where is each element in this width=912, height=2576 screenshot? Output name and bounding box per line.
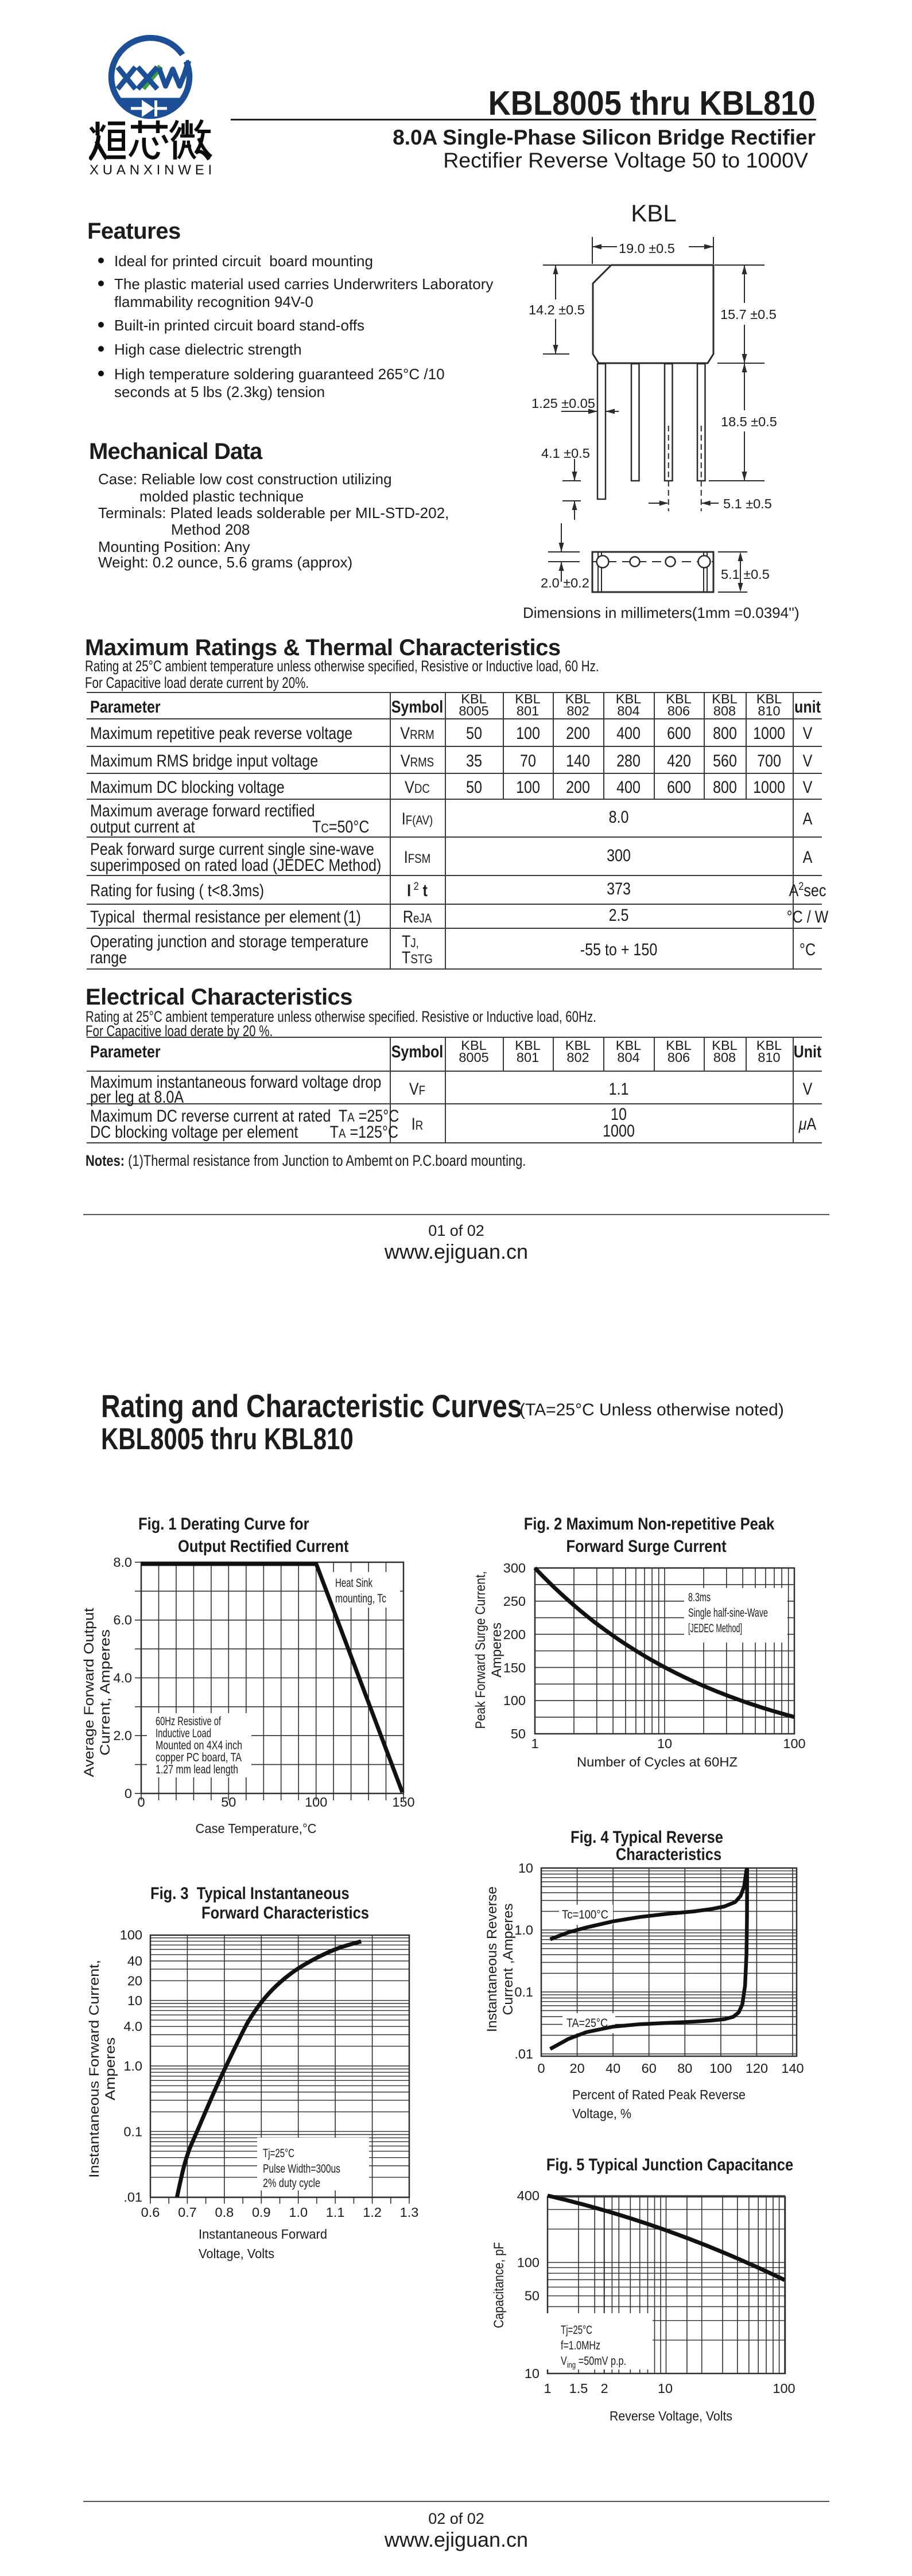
svg-text:Percent of Rated Peak Reverse: Percent of Rated Peak Reverse xyxy=(572,2087,746,2102)
svg-text:Tj=25°C: Tj=25°C xyxy=(561,2324,592,2337)
svg-text:150: 150 xyxy=(503,1660,526,1675)
svg-text:0.9: 0.9 xyxy=(252,2205,271,2220)
svg-text:1.27 mm lead length: 1.27 mm lead length xyxy=(156,1763,238,1776)
svg-text:20: 20 xyxy=(570,2061,585,2076)
svg-text:Tj=25°C: Tj=25°C xyxy=(263,2147,294,2160)
svg-text:1.2: 1.2 xyxy=(363,2205,382,2220)
svg-text:120: 120 xyxy=(746,2061,768,2076)
svg-text:Amperes: Amperes xyxy=(103,2037,118,2100)
svg-text:1.25 ±0.05: 1.25 ±0.05 xyxy=(531,396,595,411)
svg-text:100: 100 xyxy=(305,1795,327,1810)
svg-text:8.0: 8.0 xyxy=(113,1555,132,1570)
svg-text:100: 100 xyxy=(503,1693,526,1708)
svg-text:250: 250 xyxy=(503,1594,526,1609)
svg-text:50: 50 xyxy=(511,1726,526,1741)
svg-text:[JEDEC Method]: [JEDEC Method] xyxy=(688,1622,742,1635)
svg-text:Inductive Load: Inductive Load xyxy=(156,1727,211,1740)
svg-text:1.0: 1.0 xyxy=(514,1923,533,1937)
svg-text:Pulse Width=300us: Pulse Width=300us xyxy=(263,2162,340,2176)
svg-text:Heat Sink: Heat Sink xyxy=(335,1577,372,1590)
svg-text:Voltage, %: Voltage, % xyxy=(572,2106,631,2121)
svg-text:100: 100 xyxy=(709,2061,732,2076)
svg-text:1.5: 1.5 xyxy=(569,2381,588,2396)
svg-text:Capacitance, pF: Capacitance, pF xyxy=(491,2242,507,2328)
svg-text:8.3ms: 8.3ms xyxy=(688,1591,711,1604)
svg-text:TA=25°C: TA=25°C xyxy=(566,2017,608,2030)
svg-text:KBL: KBL xyxy=(631,200,676,227)
svg-text:100: 100 xyxy=(773,2381,795,2396)
svg-text:60: 60 xyxy=(642,2061,657,2076)
svg-text:4.1 ±0.5: 4.1 ±0.5 xyxy=(541,446,590,461)
svg-text:Case Temperature,°C: Case Temperature,°C xyxy=(196,1821,317,1836)
svg-text:0.7: 0.7 xyxy=(178,2205,197,2220)
svg-text:19.0 ±0.5: 19.0 ±0.5 xyxy=(619,241,675,256)
svg-text:10: 10 xyxy=(658,2381,673,2396)
svg-text:Instantaneous Forward: Instantaneous Forward xyxy=(199,2227,327,2242)
svg-text:f=1.0MHz: f=1.0MHz xyxy=(561,2339,600,2352)
svg-text:Current, Amperes: Current, Amperes xyxy=(98,1629,113,1756)
svg-text:6.0: 6.0 xyxy=(113,1613,132,1628)
svg-text:5.1 ±0.5: 5.1 ±0.5 xyxy=(723,496,772,511)
svg-text:18.5 ±0.5: 18.5 ±0.5 xyxy=(721,414,777,429)
svg-text:1: 1 xyxy=(544,2381,551,2396)
svg-text:40: 40 xyxy=(606,2061,620,2076)
svg-text:Current ,Amperes: Current ,Amperes xyxy=(500,1904,516,2015)
svg-text:60Hz Resistive of: 60Hz Resistive of xyxy=(156,1715,221,1728)
svg-text:Ving =50mV p.p.: Ving =50mV p.p. xyxy=(561,2355,626,2370)
svg-text:1.3: 1.3 xyxy=(400,2205,419,2220)
svg-text:.01: .01 xyxy=(123,2190,142,2205)
svg-text:40: 40 xyxy=(127,1954,142,1968)
svg-text:1.1: 1.1 xyxy=(326,2205,345,2220)
svg-text:10: 10 xyxy=(657,1736,672,1751)
svg-text:100: 100 xyxy=(517,2255,540,2270)
svg-text:Instantaneous Forward Current,: Instantaneous Forward Current, xyxy=(87,1960,102,2178)
svg-text:0: 0 xyxy=(125,1786,132,1801)
svg-text:20: 20 xyxy=(127,1973,142,1988)
svg-text:0.1: 0.1 xyxy=(123,2124,142,2139)
svg-text:140: 140 xyxy=(781,2061,804,2076)
svg-text:2: 2 xyxy=(600,2381,608,2396)
svg-text:Instantaneous Reverse: Instantaneous Reverse xyxy=(484,1886,500,2032)
svg-text:2% duty cycle: 2% duty cycle xyxy=(263,2177,320,2190)
svg-text:1: 1 xyxy=(531,1736,538,1751)
svg-text:50: 50 xyxy=(221,1795,236,1810)
svg-text:.01: .01 xyxy=(514,2046,533,2061)
svg-text:Peak Forward Surge Current,: Peak Forward Surge Current, xyxy=(473,1571,488,1729)
svg-text:10: 10 xyxy=(525,2366,540,2381)
svg-text:0.1: 0.1 xyxy=(514,1984,533,1999)
svg-text:5.1 ±0.5: 5.1 ±0.5 xyxy=(721,567,770,582)
svg-text:mounting, Tc: mounting, Tc xyxy=(335,1592,386,1605)
svg-text:Reverse Voltage, Volts: Reverse Voltage, Volts xyxy=(610,2408,732,2423)
svg-text:150: 150 xyxy=(392,1795,414,1810)
svg-text:0.8: 0.8 xyxy=(215,2205,234,2220)
svg-text:1.0: 1.0 xyxy=(123,2059,142,2073)
svg-text:100: 100 xyxy=(120,1928,142,1943)
svg-text:Average Forward Output: Average Forward Output xyxy=(82,1608,97,1777)
svg-text:15.7 ±0.5: 15.7 ±0.5 xyxy=(720,307,777,322)
svg-text:Number of Cycles at 60HZ: Number of Cycles at 60HZ xyxy=(577,1754,738,1769)
svg-text:100: 100 xyxy=(783,1736,805,1751)
svg-text:4.0: 4.0 xyxy=(123,2019,142,2034)
svg-text:200: 200 xyxy=(503,1627,526,1642)
svg-text:10: 10 xyxy=(518,1861,533,1875)
svg-text:300: 300 xyxy=(503,1561,526,1575)
svg-text:2.0 ±0.2: 2.0 ±0.2 xyxy=(541,575,589,590)
svg-text:Voltage, Volts: Voltage, Volts xyxy=(199,2246,274,2261)
svg-text:Single half-sine-Wave: Single half-sine-Wave xyxy=(688,1606,768,1620)
svg-text:0: 0 xyxy=(137,1795,145,1810)
svg-text:4.0: 4.0 xyxy=(113,1671,132,1686)
svg-text:0: 0 xyxy=(537,2061,545,2076)
svg-text:50: 50 xyxy=(525,2289,540,2303)
svg-text:10: 10 xyxy=(127,1993,142,2008)
svg-text:400: 400 xyxy=(517,2188,540,2203)
svg-text:Mounted on 4X4 inch: Mounted on 4X4 inch xyxy=(156,1739,242,1752)
svg-text:Amperes: Amperes xyxy=(489,1622,504,1678)
svg-text:Tc=100°C: Tc=100°C xyxy=(562,1908,608,1921)
svg-text:1.0: 1.0 xyxy=(289,2205,308,2220)
svg-text:80: 80 xyxy=(677,2061,692,2076)
svg-text:2.0: 2.0 xyxy=(113,1728,132,1743)
svg-text:14.2 ±0.5: 14.2 ±0.5 xyxy=(529,302,585,317)
svg-text:0.6: 0.6 xyxy=(141,2205,160,2220)
svg-text:copper PC board, TA: copper PC board, TA xyxy=(156,1751,242,1764)
